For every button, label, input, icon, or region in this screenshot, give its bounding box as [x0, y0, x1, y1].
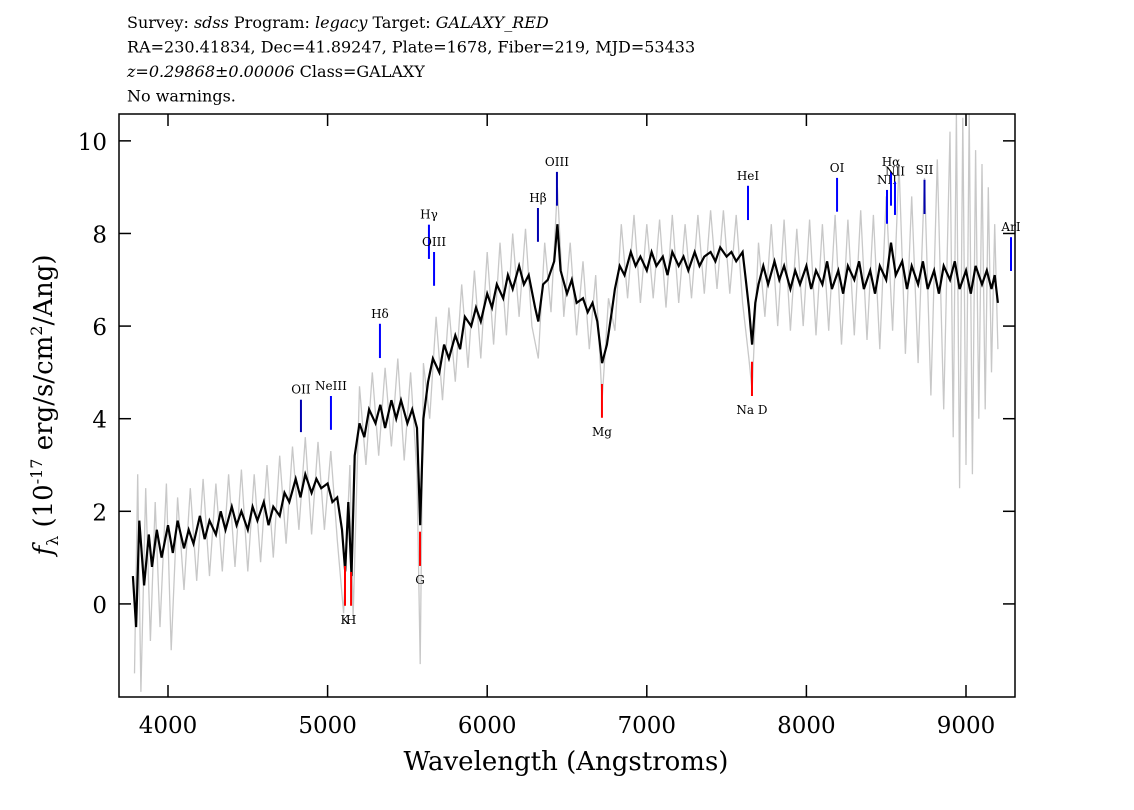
spectral-line-label: Na D	[736, 403, 767, 417]
header-text: legacy	[315, 13, 368, 32]
spectral-line-label: Hα	[882, 155, 901, 169]
spectral-line-label: OI	[830, 161, 845, 175]
x-tick-label: 7000	[618, 713, 677, 739]
spectral-line-label: Hβ	[529, 191, 546, 205]
plot-area	[131, 114, 999, 692]
spectral-line-label: H	[346, 613, 356, 627]
spectral-line-label: NII	[877, 173, 897, 187]
header-line: Survey: sdss Program: legacy Target: GAL…	[127, 13, 549, 32]
header-line: RA=230.41834, Dec=41.89247, Plate=1678, …	[127, 38, 695, 57]
spectral-line-label: Mg	[592, 425, 612, 439]
y-label-part: λ	[43, 536, 62, 546]
y-tick-label: 4	[92, 408, 107, 434]
y-tick-label: 2	[92, 500, 107, 526]
spectral-line-label: OIII	[422, 235, 446, 249]
header-text: RA=230.41834, Dec=41.89247, Plate=1678, …	[127, 38, 695, 57]
x-tick-label: 5000	[298, 713, 357, 739]
header-text: GALAXY_RED	[436, 13, 549, 32]
header-text: sdss	[194, 13, 229, 32]
spectral-line-label: OIII	[545, 155, 569, 169]
spectral-line-label: NeIII	[315, 379, 347, 393]
x-tick-label: 4000	[139, 713, 198, 739]
y-label-part: 2	[27, 326, 46, 336]
header-text: Survey:	[127, 13, 194, 32]
spectral-line-label: HeI	[737, 169, 760, 183]
y-axis-label: fλ (10-17 erg/s/cm2/Ang)	[27, 254, 62, 557]
axes: 4000 5000 6000 7000 8000 9000 0 2 4 6 8 10	[78, 114, 1015, 739]
y-label-part: (10	[29, 484, 59, 536]
spectral-line-label: Hδ	[371, 307, 389, 321]
x-axis-label: Wavelength (Angstroms)	[404, 747, 729, 777]
x-tick-label: 8000	[777, 713, 836, 739]
y-label-part: -17	[27, 459, 46, 485]
y-tick-label: 8	[92, 222, 107, 248]
y-label-part: /Ang)	[29, 254, 59, 325]
y-tick-label: 10	[78, 130, 107, 156]
spectral-line-label: Hγ	[420, 208, 438, 222]
x-tick-label: 6000	[458, 713, 517, 739]
spectrum-line	[131, 224, 999, 628]
y-tick-label: 0	[92, 593, 107, 619]
spectral-line-label: G	[415, 573, 425, 587]
header-text: Class=GALAXY	[295, 62, 426, 81]
header-text: Target:	[367, 13, 435, 32]
spectral-line-label: K	[341, 613, 351, 627]
header-line: z=0.29868±0.00006 Class=GALAXY	[126, 62, 425, 81]
header-text: Program:	[229, 13, 315, 32]
header: Survey: sdss Program: legacy Target: GAL…	[126, 13, 695, 106]
x-tick-label: 9000	[937, 713, 996, 739]
header-text: z=0.29868±0.00006	[126, 62, 295, 81]
y-tick-label: 6	[92, 315, 107, 341]
spectral-line-label: OII	[291, 383, 311, 397]
plot-frame	[118, 113, 1016, 698]
spectral-line-label: NII	[885, 165, 905, 179]
header-line: No warnings.	[127, 87, 236, 106]
y-label-part: erg/s/cm	[29, 336, 59, 459]
spectral-line-label: ArI	[1000, 220, 1020, 234]
header-text: No warnings.	[127, 87, 236, 106]
spectral-line-label: SII	[916, 163, 934, 177]
